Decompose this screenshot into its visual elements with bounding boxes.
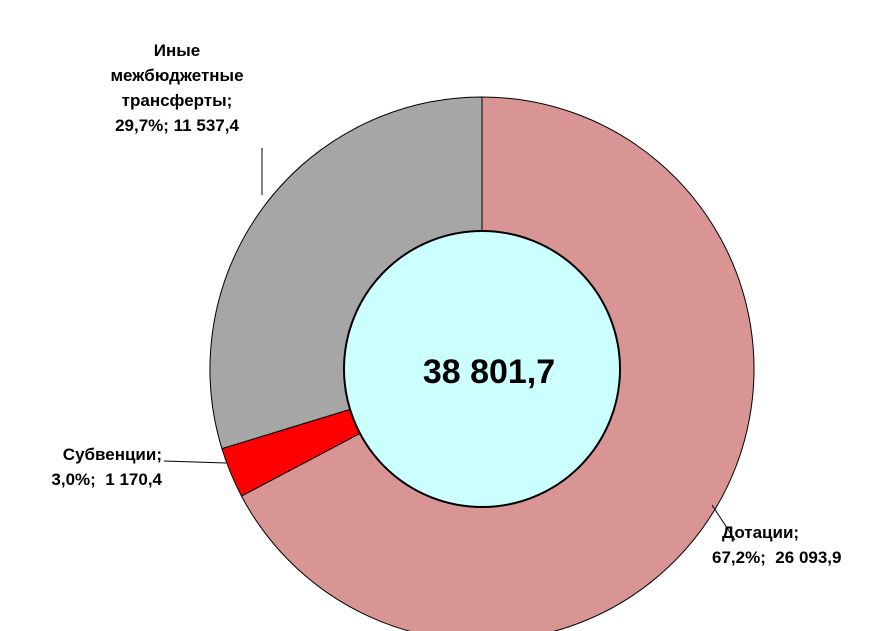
leader-line [163, 460, 227, 464]
donut-center [343, 230, 621, 508]
slice-label: Субвенции; 3,0%; 1 170,4 [0, 442, 162, 492]
category-label: Субвенции; [62, 445, 162, 464]
value-label: 29,7%; 11 537,4 [115, 116, 239, 135]
total-label: 38 801,7 [423, 353, 555, 391]
leader-line [711, 504, 736, 541]
slice-label: Иные межбюджетные трансферты; 29,7%; 11 5… [82, 38, 272, 138]
category-label: Иные межбюджетные трансферты; [110, 41, 244, 110]
value-label: 3,0%; 1 170,4 [51, 470, 162, 489]
category-label: Дотации; [722, 523, 800, 542]
value-label: 67,2%; 26 093,9 [712, 548, 842, 567]
slice-label: Дотации; 67,2%; 26 093,9 [712, 520, 893, 570]
slices [209, 96, 755, 631]
